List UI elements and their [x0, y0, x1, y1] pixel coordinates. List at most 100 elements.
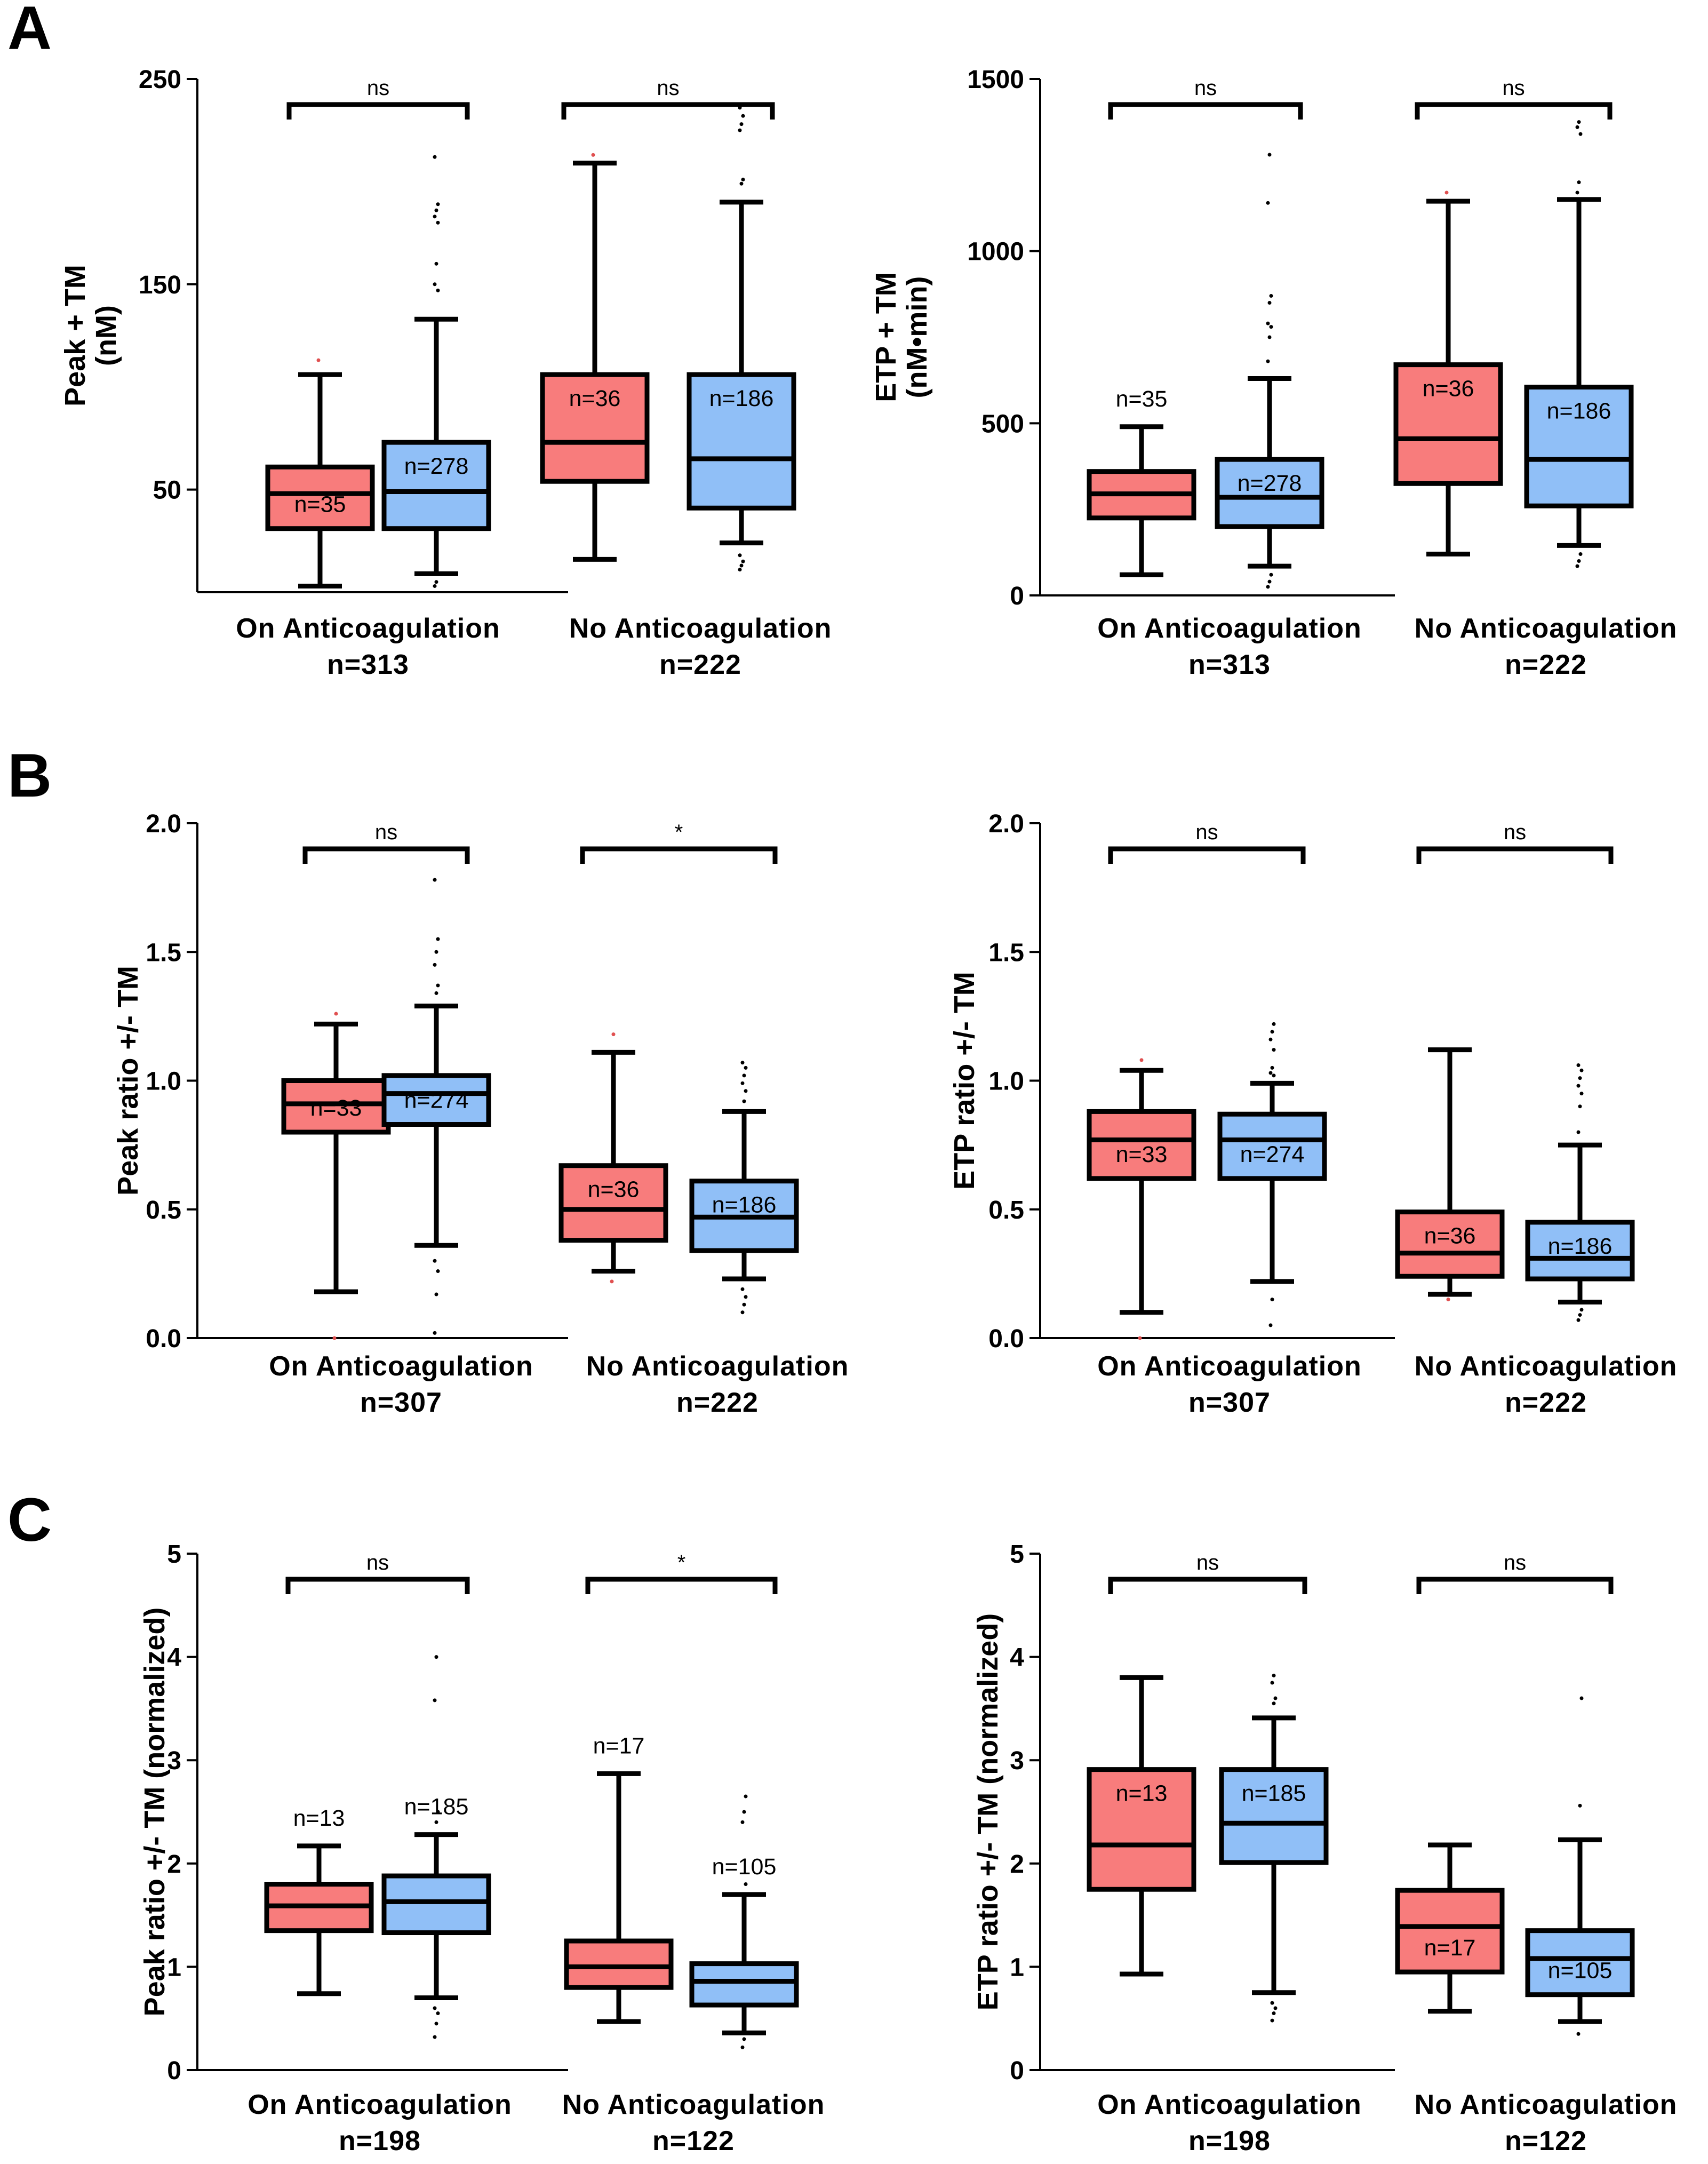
outlier-point: [433, 1698, 437, 1702]
outlier-point: [739, 122, 744, 126]
outlier-point: [436, 202, 440, 206]
box-blue: [381, 1873, 491, 1936]
box-n-label: n=274: [1240, 1142, 1305, 1167]
significance-label: ns: [657, 76, 679, 100]
y-tick-label: 5: [1010, 1540, 1024, 1569]
x-category-label: On Anticoagulation: [1097, 613, 1362, 644]
outlier-point: [1270, 2018, 1274, 2023]
panel-letter-c: C: [7, 1486, 52, 1554]
y-tick-label: 1500: [967, 66, 1024, 94]
box-n-label: n=186: [1547, 399, 1611, 424]
y-tick-label: 2.0: [988, 810, 1024, 838]
outlier-point: [591, 153, 595, 157]
y-axis-title-line: (nM): [90, 305, 122, 366]
y-tick-label: 0.0: [988, 1325, 1024, 1353]
box-red: [1395, 1210, 1505, 1279]
outlier-point: [1579, 1092, 1584, 1096]
outlier-point: [436, 1269, 440, 1274]
box-blue: [1525, 1928, 1635, 1998]
outlier-point: [1577, 180, 1581, 185]
y-axis-title-line: ETP ratio +/- TM: [948, 972, 980, 1190]
outlier-point: [433, 282, 437, 287]
x-category-n-label: n=313: [1188, 649, 1271, 680]
outlier-point: [434, 208, 438, 212]
chart-4: 0.0 0.5 1.0 1.5 2.0 ETP ratio +/- TM On Antico…: [948, 810, 1677, 1418]
outlier-point: [738, 106, 742, 110]
panel-letter-a: A: [7, 0, 52, 62]
y-axis-title: Peak ratio +/- TM: [112, 966, 144, 1196]
outlier-point: [1270, 1065, 1274, 1070]
y-axis-title-line: Peak ratio +/- TM (normalized): [139, 1608, 171, 2017]
box-n-label: n=186: [712, 1192, 777, 1218]
outlier-point: [740, 1820, 745, 1824]
outlier-point: [739, 563, 744, 568]
box-red: [1395, 1888, 1505, 1975]
outlier-point: [1269, 294, 1273, 298]
outlier-point: [1576, 1130, 1581, 1134]
y-axis-title: ETP + TM(nM•min): [870, 272, 933, 402]
x-category-label: On Anticoagulation: [248, 2089, 512, 2120]
outlier-point: [1578, 1313, 1582, 1317]
box-blue: [381, 1073, 491, 1127]
outlier-point: [434, 2022, 438, 2026]
outlier-point: [1269, 572, 1273, 577]
y-tick-label: 1: [1010, 1953, 1024, 1982]
box-blue: [1525, 1220, 1635, 1282]
chart-5: 0 1 2 3 4 5 Peak ratio +/- TM (normalized) On A…: [139, 1540, 824, 2157]
outlier-point: [433, 584, 437, 588]
x-category-n-label: n=222: [1505, 1387, 1587, 1418]
y-tick-label: 5: [167, 1540, 181, 1569]
x-category-label: No Anticoagulation: [1415, 613, 1678, 644]
x-category-label: On Anticoagulation: [236, 613, 500, 644]
outlier-point: [1270, 1298, 1274, 1302]
y-tick-label: 1: [167, 1953, 181, 1982]
outlier-point: [1576, 1084, 1581, 1088]
outlier-point: [1139, 1058, 1144, 1062]
outlier-point: [1138, 1336, 1142, 1340]
y-tick-label: 3: [1010, 1747, 1024, 1775]
box-n-label: n=185: [404, 1794, 469, 1820]
box-red: [1087, 1767, 1196, 1892]
y-tick-label: 4: [1010, 1644, 1024, 1672]
outlier-point: [1575, 190, 1579, 195]
outlier-point: [434, 950, 438, 954]
y-tick-label: 4: [167, 1644, 181, 1672]
significance-label: ns: [1502, 76, 1525, 100]
box-n-label: n=274: [404, 1088, 469, 1113]
y-axis-title-line: ETP ratio +/- TM (normalized): [972, 1613, 1004, 2011]
y-tick-label: 250: [139, 66, 181, 94]
outlier-point: [434, 1655, 438, 1659]
box-n-label: n=36: [1424, 1223, 1476, 1249]
outlier-point: [742, 1810, 746, 1814]
outlier-point: [744, 1065, 748, 1070]
outlier-point: [738, 553, 742, 558]
y-axis-title-line: Peak ratio +/- TM: [112, 966, 144, 1196]
x-category-n-label: n=313: [327, 649, 409, 680]
outlier-point: [744, 1089, 748, 1093]
box-n-label: n=33: [310, 1095, 362, 1121]
outlier-point: [1266, 201, 1270, 205]
outlier-point: [1266, 585, 1270, 589]
outlier-point: [436, 983, 440, 988]
y-tick-label: 0.5: [988, 1196, 1024, 1224]
significance-bracket: [561, 102, 775, 120]
box-red: [281, 1078, 391, 1135]
x-category-n-label: n=198: [339, 2126, 421, 2157]
chart-6: 0 1 2 3 4 5 ETP ratio +/- TM (normalized) On An…: [972, 1540, 1677, 2157]
outlier-point: [1578, 132, 1583, 136]
box-n-label: n=186: [1548, 1234, 1613, 1259]
significance-bracket: [1416, 1577, 1614, 1594]
box-n-label: n=185: [1242, 1781, 1306, 1807]
outlier-point: [434, 580, 438, 584]
y-tick-label: 1.0: [988, 1068, 1024, 1096]
y-tick-label: 50: [153, 476, 181, 505]
x-category-label: No Anticoagulation: [586, 1351, 849, 1382]
y-axis-title-line: ETP + TM: [870, 272, 902, 402]
box-red: [564, 1938, 674, 1990]
box-n-label: n=36: [1423, 376, 1474, 402]
box-n-label: n=13: [1116, 1781, 1168, 1807]
x-category-label: On Anticoagulation: [269, 1351, 533, 1382]
outlier-point: [1579, 1308, 1584, 1312]
